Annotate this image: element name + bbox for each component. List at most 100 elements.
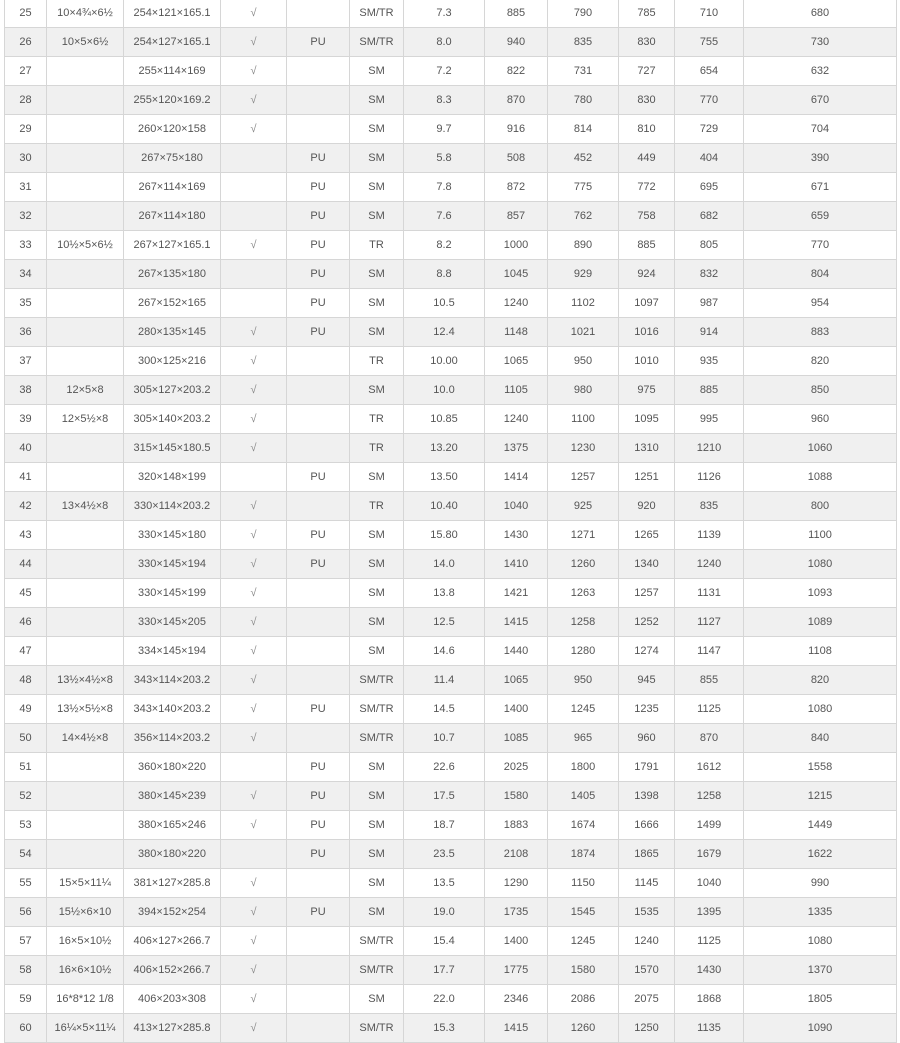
cell-check-mark: √ — [220, 955, 287, 985]
cell-value-1: 872 — [484, 172, 548, 202]
cell-value-1: 1735 — [484, 897, 548, 927]
cell-value-4: 1868 — [674, 984, 744, 1014]
cell-size-inch — [46, 810, 124, 840]
cell-value-2: 1245 — [547, 926, 619, 956]
cell-value-3: 1145 — [618, 868, 675, 898]
cell-row-number: 60 — [4, 1013, 47, 1043]
cell-pu-type: PU — [286, 27, 350, 57]
cell-value-5: 1215 — [743, 781, 897, 811]
cell-size-inch — [46, 85, 124, 115]
cell-check-mark: √ — [220, 230, 287, 260]
cell-value-1: 2346 — [484, 984, 548, 1014]
cell-value-1: 1148 — [484, 317, 548, 347]
cell-row-number: 34 — [4, 259, 47, 289]
cell-row-number: 54 — [4, 839, 47, 869]
cell-value-3: 449 — [618, 143, 675, 173]
cell-value-4: 654 — [674, 56, 744, 86]
cell-value-2: 1257 — [547, 462, 619, 492]
cell-size-inch — [46, 578, 124, 608]
cell-value-4: 1499 — [674, 810, 744, 840]
cell-tread-type: SM — [349, 752, 404, 782]
cell-pu-type — [286, 404, 350, 434]
cell-size-inch — [46, 172, 124, 202]
cell-size-mm: 394×152×254 — [123, 897, 221, 927]
cell-value-1: 1410 — [484, 549, 548, 579]
table-row: 26 10×5×6½ 254×127×165.1 √ PU SM/TR 8.0 940 835 8… — [4, 27, 897, 57]
cell-value-5: 1093 — [743, 578, 897, 608]
cell-row-number: 41 — [4, 462, 47, 492]
cell-check-mark: √ — [220, 781, 287, 811]
cell-check-mark: √ — [220, 578, 287, 608]
cell-size-inch — [46, 143, 124, 173]
cell-check-mark: √ — [220, 607, 287, 637]
cell-pu-type — [286, 1013, 350, 1043]
cell-row-number: 49 — [4, 694, 47, 724]
cell-check-mark: √ — [220, 520, 287, 550]
cell-weight: 12.5 — [403, 607, 485, 637]
cell-tread-type: SM — [349, 172, 404, 202]
cell-size-inch — [46, 752, 124, 782]
cell-pu-type: PU — [286, 810, 350, 840]
cell-value-2: 1874 — [547, 839, 619, 869]
cell-check-mark: √ — [220, 723, 287, 753]
cell-value-5: 390 — [743, 143, 897, 173]
cell-value-5: 704 — [743, 114, 897, 144]
cell-check-mark — [220, 143, 287, 173]
cell-value-1: 1883 — [484, 810, 548, 840]
cell-value-1: 1775 — [484, 955, 548, 985]
cell-row-number: 28 — [4, 85, 47, 115]
cell-pu-type: PU — [286, 143, 350, 173]
cell-check-mark: √ — [220, 665, 287, 695]
cell-value-2: 980 — [547, 375, 619, 405]
cell-value-2: 1021 — [547, 317, 619, 347]
cell-pu-type — [286, 926, 350, 956]
cell-size-inch — [46, 56, 124, 86]
cell-value-1: 1421 — [484, 578, 548, 608]
cell-value-5: 1080 — [743, 926, 897, 956]
cell-value-3: 1274 — [618, 636, 675, 666]
cell-value-2: 1580 — [547, 955, 619, 985]
cell-row-number: 27 — [4, 56, 47, 86]
cell-value-1: 1240 — [484, 404, 548, 434]
cell-pu-type: PU — [286, 694, 350, 724]
cell-tread-type: SM — [349, 984, 404, 1014]
cell-row-number: 42 — [4, 491, 47, 521]
cell-value-5: 1449 — [743, 810, 897, 840]
cell-weight: 15.80 — [403, 520, 485, 550]
cell-size-mm: 380×165×246 — [123, 810, 221, 840]
cell-check-mark: √ — [220, 85, 287, 115]
cell-pu-type: PU — [286, 172, 350, 202]
cell-size-mm: 413×127×285.8 — [123, 1013, 221, 1043]
cell-tread-type: SM/TR — [349, 27, 404, 57]
cell-value-5: 820 — [743, 346, 897, 376]
cell-size-inch: 16*8*12 1/8 — [46, 984, 124, 1014]
cell-weight: 8.3 — [403, 85, 485, 115]
cell-value-1: 1415 — [484, 1013, 548, 1043]
cell-value-2: 1245 — [547, 694, 619, 724]
cell-value-4: 1139 — [674, 520, 744, 550]
cell-pu-type: PU — [286, 752, 350, 782]
cell-size-mm: 406×203×308 — [123, 984, 221, 1014]
cell-value-2: 814 — [547, 114, 619, 144]
cell-weight: 13.8 — [403, 578, 485, 608]
cell-size-mm: 406×152×266.7 — [123, 955, 221, 985]
table-row: 43 330×145×180 √ PU SM 15.80 1430 1271 1265 1139 1… — [4, 520, 897, 550]
cell-pu-type — [286, 636, 350, 666]
cell-value-4: 1126 — [674, 462, 744, 492]
cell-weight: 23.5 — [403, 839, 485, 869]
cell-size-mm: 330×145×199 — [123, 578, 221, 608]
cell-check-mark — [220, 752, 287, 782]
cell-row-number: 35 — [4, 288, 47, 318]
tire-spec-table: 25 10×4¾×6½ 254×121×165.1 √ SM/TR 7.3 885 790 78… — [4, 0, 897, 1043]
cell-size-inch: 14×4½×8 — [46, 723, 124, 753]
cell-value-3: 810 — [618, 114, 675, 144]
cell-size-inch — [46, 462, 124, 492]
cell-check-mark: √ — [220, 433, 287, 463]
cell-size-inch — [46, 549, 124, 579]
cell-weight: 7.6 — [403, 201, 485, 231]
cell-weight: 7.2 — [403, 56, 485, 86]
cell-tread-type: SM — [349, 259, 404, 289]
cell-weight: 10.85 — [403, 404, 485, 434]
cell-row-number: 53 — [4, 810, 47, 840]
cell-value-3: 975 — [618, 375, 675, 405]
